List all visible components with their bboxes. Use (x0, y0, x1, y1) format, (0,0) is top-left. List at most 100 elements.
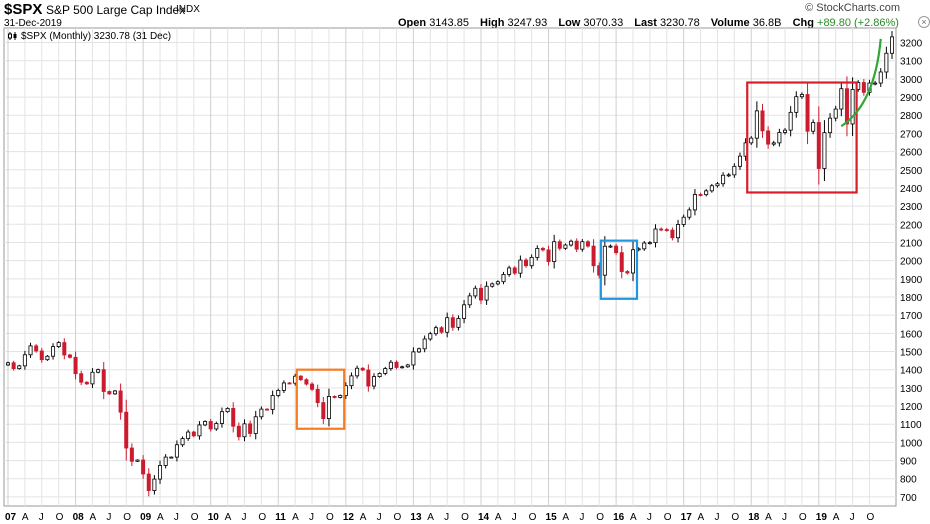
candle-body (146, 473, 151, 491)
candle-body (433, 327, 438, 335)
candle-body (56, 342, 61, 348)
candle-body (726, 174, 731, 177)
chg-label: Chg (792, 17, 814, 29)
low-label: Low (558, 17, 581, 29)
candle-body (501, 274, 506, 283)
candle-body (535, 248, 540, 258)
last-value: 3230.78 (659, 17, 700, 29)
x-tick-label: O (664, 512, 672, 523)
x-tick-label: J (309, 512, 314, 523)
high-label: High (480, 17, 505, 29)
x-tick-label: 07 (5, 512, 17, 523)
highlight-box-2011 (295, 368, 346, 430)
candle-body (197, 424, 202, 437)
candle-body (462, 304, 467, 319)
candle-body (287, 382, 292, 385)
x-tick-label: 16 (613, 512, 625, 523)
x-tick-label: O (596, 512, 604, 523)
candle-body (473, 287, 478, 297)
candle-body (28, 345, 33, 356)
y-tick-label: 1600 (900, 329, 923, 340)
y-tick-label: 2500 (900, 166, 923, 177)
candle-body (67, 354, 72, 358)
candle-body (709, 185, 714, 192)
chg-value: +89.80 (+2.86%) (817, 17, 899, 29)
candle-body (231, 408, 236, 427)
candle-body (822, 132, 827, 169)
candle-body (687, 209, 692, 218)
candle-body (73, 356, 78, 375)
candle-body (704, 190, 709, 196)
candle-body (783, 129, 788, 133)
x-tick-label: A (630, 512, 637, 523)
candle-body (833, 108, 838, 119)
candle-body (388, 361, 393, 369)
x-tick-label: J (377, 512, 382, 523)
candle-body (878, 71, 883, 84)
candle-body (400, 366, 405, 369)
x-tick-label: J (850, 512, 855, 523)
exchange-label: INDX (176, 4, 200, 15)
candle-body (39, 350, 44, 361)
candle-body (585, 241, 590, 247)
x-tick-label: A (89, 512, 96, 523)
high-value: 3247.93 (507, 17, 548, 29)
candle-body (158, 465, 163, 480)
candle-body (811, 122, 816, 132)
y-tick-label: 2900 (900, 93, 923, 104)
candle-body (315, 388, 320, 403)
candle-body (62, 342, 67, 356)
open-label: Open (398, 17, 427, 29)
x-tick-label: J (174, 512, 179, 523)
candle-body (101, 369, 106, 392)
y-tick-label: 700 (900, 493, 917, 504)
candle-body (828, 117, 833, 134)
candle-body (405, 364, 410, 368)
candle-body (715, 183, 720, 187)
candle-body (270, 395, 275, 410)
candle-body (569, 240, 574, 246)
x-tick-label: 14 (478, 512, 490, 523)
candle-body (96, 369, 101, 373)
x-tick-label: A (225, 512, 232, 523)
candle-body (34, 345, 39, 352)
y-tick-label: 3100 (900, 57, 923, 68)
chart-header: $SPX S&P 500 Large Cap Index INDX 31-Dec… (0, 0, 930, 40)
y-tick-label: 1900 (900, 275, 923, 286)
candle-body (304, 379, 309, 385)
y-tick-label: 1700 (900, 311, 923, 322)
y-tick-label: 2700 (900, 129, 923, 140)
x-tick-label: 10 (208, 512, 220, 523)
y-tick-label: 900 (900, 457, 917, 468)
index-name: S&P 500 Large Cap Index (46, 3, 186, 17)
y-tick-label: 1200 (900, 402, 923, 413)
candle-body (450, 317, 455, 328)
candle-body (360, 367, 365, 371)
candle-body (580, 241, 585, 250)
x-tick-label: A (292, 512, 299, 523)
highlight-box-2016 (599, 239, 639, 300)
candle-body (749, 137, 754, 144)
candle-body (186, 431, 191, 439)
candle-body (524, 259, 529, 267)
candle-body (259, 408, 264, 418)
candle-body (540, 248, 545, 251)
candle-body (676, 224, 681, 239)
candle-body (884, 52, 889, 73)
candle-body (788, 111, 793, 131)
y-tick-label: 2300 (900, 202, 923, 213)
candle-body (349, 375, 354, 387)
candle-body (326, 396, 331, 419)
y-tick-label: 1400 (900, 366, 923, 377)
ticker-symbol: $SPX (4, 1, 43, 18)
candle-body (253, 416, 258, 434)
candle-body (844, 88, 849, 125)
candle-body (248, 423, 253, 434)
y-tick-label: 2600 (900, 148, 923, 159)
candle-body (310, 383, 315, 390)
candle-body (861, 82, 866, 93)
candle-body (411, 351, 416, 366)
x-tick-label: 18 (748, 512, 760, 523)
candle-body (276, 390, 281, 396)
